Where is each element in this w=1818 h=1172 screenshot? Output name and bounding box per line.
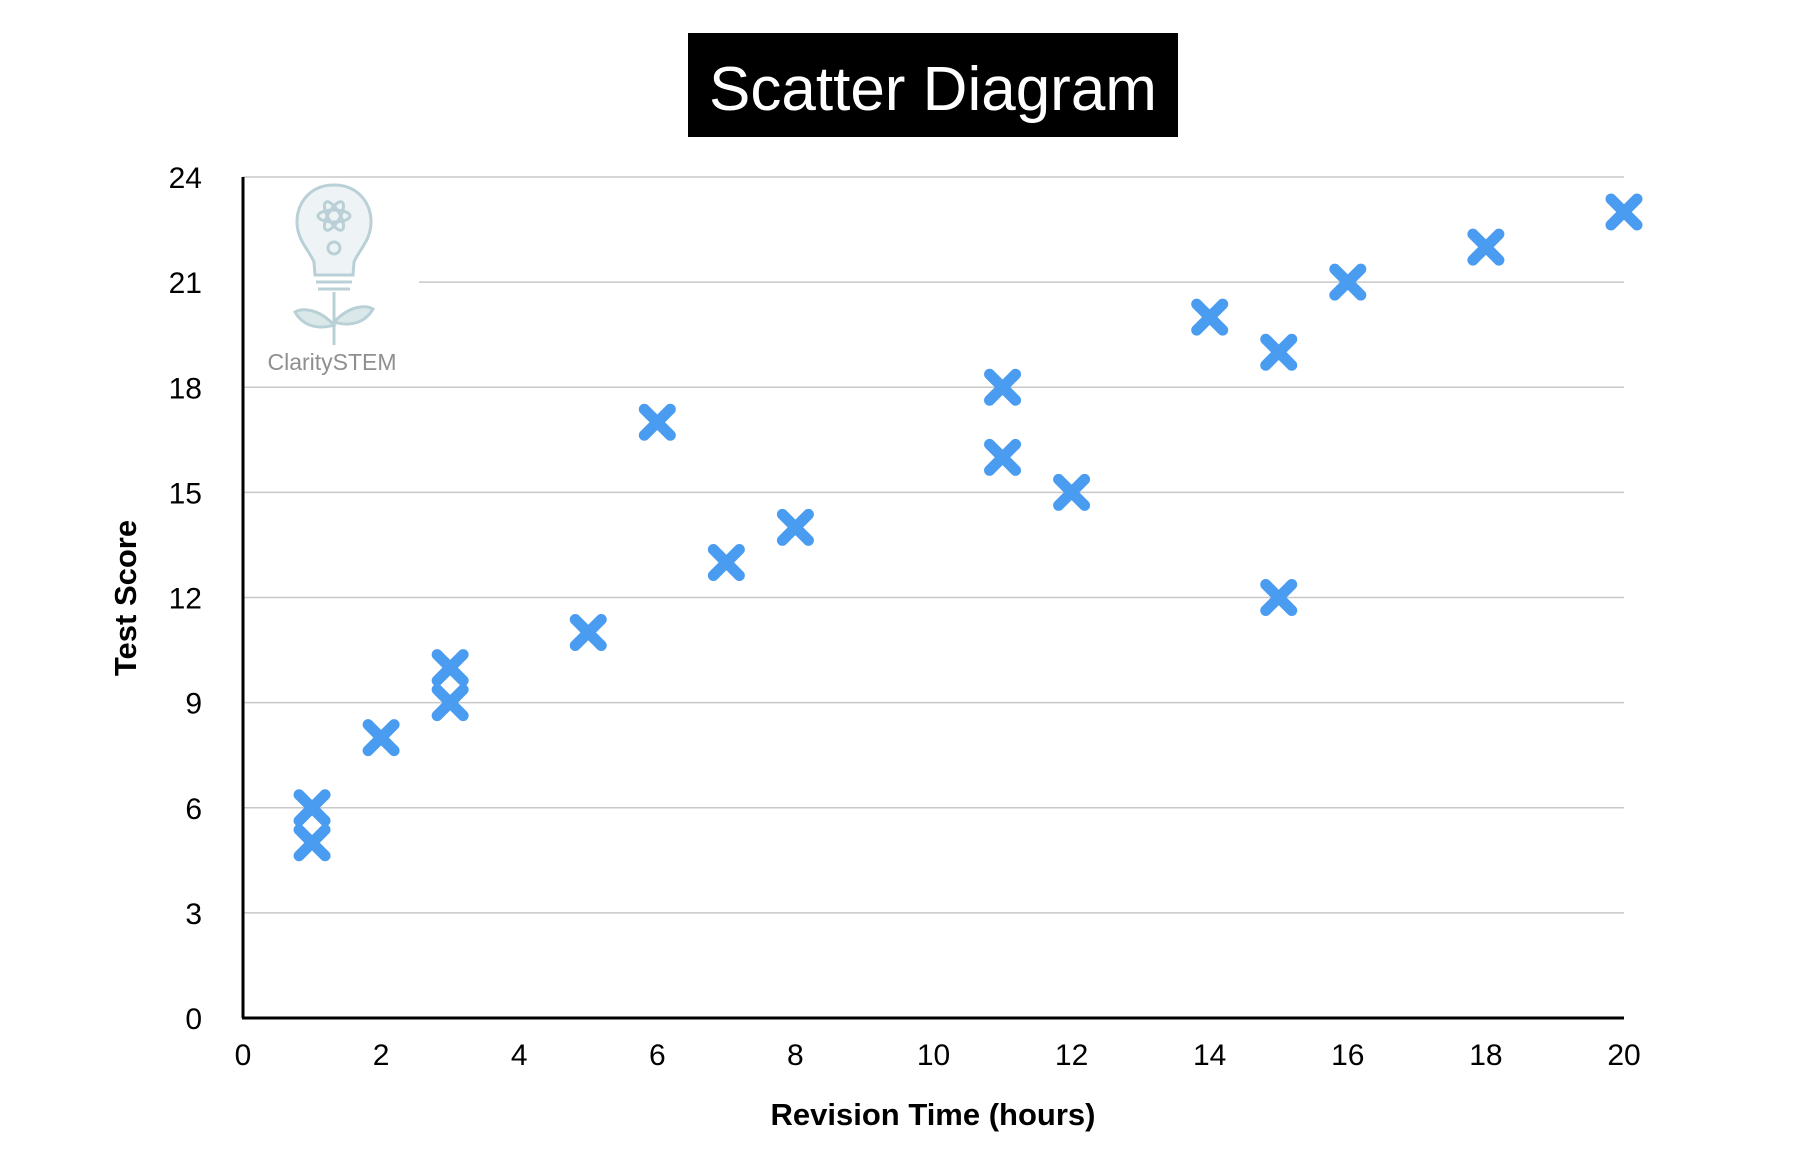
x-tick-label: 16 xyxy=(1331,1039,1364,1072)
chart-title-background xyxy=(688,33,1178,137)
claritystem-logo: ClaritySTEM xyxy=(244,178,419,378)
x-tick-label: 18 xyxy=(1469,1039,1502,1072)
x-tick-label: 0 xyxy=(235,1039,252,1072)
x-tick-label: 12 xyxy=(1055,1039,1088,1072)
x-tick-label: 4 xyxy=(511,1039,528,1072)
y-tick-label: 3 xyxy=(185,898,202,931)
axes xyxy=(241,177,1624,1020)
data-point xyxy=(1605,193,1643,231)
y-tick-label: 6 xyxy=(185,793,202,826)
data-points xyxy=(293,193,1643,862)
x-tick-label: 2 xyxy=(373,1039,390,1072)
x-tick-label: 10 xyxy=(917,1039,950,1072)
data-point xyxy=(1053,473,1091,511)
y-tick-label: 18 xyxy=(169,372,202,405)
data-point xyxy=(776,508,814,546)
y-tick-label: 0 xyxy=(185,1003,202,1036)
x-tick-label: 6 xyxy=(649,1039,666,1072)
data-point xyxy=(362,719,400,757)
x-tick-label: 8 xyxy=(787,1039,804,1072)
y-tick-label: 24 xyxy=(169,162,202,195)
data-point xyxy=(984,368,1022,406)
data-point xyxy=(431,684,469,722)
y-tick-label: 21 xyxy=(169,267,202,300)
chart-title-box: Scatter Diagram xyxy=(688,33,1178,137)
data-point xyxy=(638,403,676,441)
data-point xyxy=(1467,228,1505,266)
y-axis-title: Test Score xyxy=(108,520,143,676)
x-axis-title: Revision Time (hours) xyxy=(771,1097,1096,1132)
x-tick-label: 20 xyxy=(1607,1039,1640,1072)
data-point xyxy=(1191,298,1229,336)
y-tick-label: 15 xyxy=(169,477,202,510)
gridlines xyxy=(243,176,1624,914)
x-tick-labels: 0 2 4 6 8 10 12 14 16 18 20 xyxy=(235,1039,1641,1072)
data-point xyxy=(1329,263,1367,301)
x-tick-label: 14 xyxy=(1193,1039,1226,1072)
y-tick-label: 12 xyxy=(169,583,202,616)
logo-text: ClaritySTEM xyxy=(267,349,396,375)
data-point xyxy=(431,649,469,687)
data-point xyxy=(1260,579,1298,616)
data-point xyxy=(1260,333,1298,371)
data-point xyxy=(293,789,331,827)
chart-title: Scatter Diagram xyxy=(709,55,1157,124)
lightbulb-plant-icon xyxy=(292,183,376,345)
y-tick-labels: 0 3 6 9 12 15 18 21 24 xyxy=(169,162,202,1036)
data-point xyxy=(707,543,745,581)
data-point xyxy=(569,614,607,652)
y-tick-label: 9 xyxy=(185,688,202,721)
data-point xyxy=(984,438,1022,476)
data-point xyxy=(293,824,331,862)
